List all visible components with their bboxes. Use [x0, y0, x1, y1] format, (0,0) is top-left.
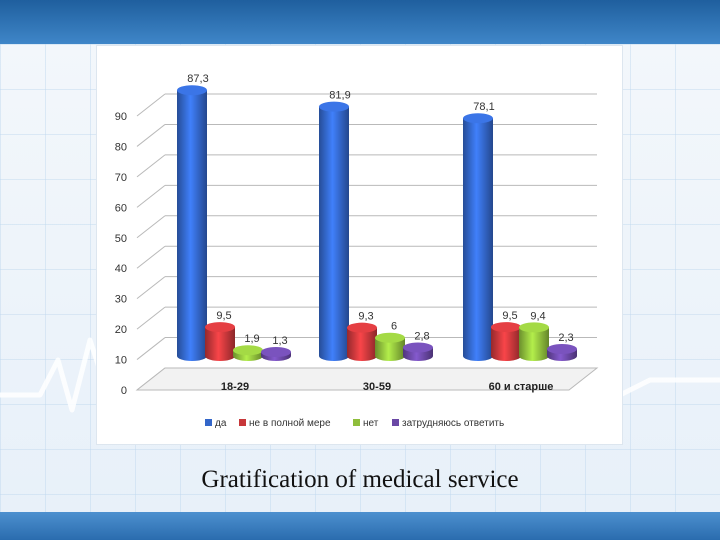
slide-footer-band [0, 512, 720, 540]
y-tick-label: 10 [115, 355, 127, 367]
y-tick-label: 50 [115, 233, 127, 245]
legend-swatch [205, 419, 212, 426]
y-tick-label: 30 [115, 294, 127, 306]
bar-top [403, 342, 433, 353]
legend-label: затрудняюсь ответить [402, 418, 504, 429]
bar-не в полной мере-18-29 [205, 322, 235, 361]
bar-да-30-59 [319, 101, 349, 361]
grid-lines [135, 93, 599, 391]
y-tick-label: 40 [115, 263, 127, 275]
bar-body [319, 106, 349, 361]
data-label: 9,4 [530, 310, 545, 322]
bar-chart: 0 10 20 30 40 50 60 70 80 90 87,3 9,5 1,9 1,3 81,9 9,3… [115, 73, 599, 429]
heartbeat-line-decoration [0, 337, 720, 413]
x-category-label: 18-29 [221, 381, 249, 393]
legend-label: да [215, 418, 227, 429]
bar-top [261, 347, 291, 358]
data-label: 2,8 [414, 330, 429, 342]
data-label: 9,5 [502, 310, 517, 322]
data-label: 2,3 [558, 332, 573, 344]
y-tick-label: 0 [121, 385, 127, 397]
y-tick-label: 80 [115, 141, 127, 153]
bar-нет-60 и старше [519, 322, 549, 361]
data-label: 78,1 [473, 101, 494, 113]
bar-top [233, 345, 263, 356]
bar-top [205, 322, 235, 333]
bar-body [463, 118, 493, 362]
bar-body [347, 327, 377, 361]
bar-затрудняюсь ответить-30-59 [403, 342, 433, 361]
chart-panel: 0 10 20 30 40 50 60 70 80 90 87,3 9,5 1,9 1,3 81,9 9,3… [97, 46, 622, 444]
gridline-side [136, 184, 166, 208]
bar-нет-18-29 [233, 345, 263, 361]
bar-body [177, 90, 207, 361]
data-label: 1,9 [244, 333, 259, 345]
bar-нет-30-59 [375, 332, 405, 361]
bar-не в полной мере-60 и старше [491, 322, 521, 361]
y-tick-label: 70 [115, 172, 127, 184]
data-labels: 87,3 9,5 1,9 1,3 81,9 9,3 6 2,8 78,1 9,5 9,4 2,3 [187, 73, 573, 347]
y-axis-ticks: 0 10 20 30 40 50 60 70 80 90 [115, 111, 127, 397]
gridline-side [136, 306, 166, 330]
bar-top [375, 332, 405, 343]
bar-body [491, 327, 521, 361]
bar-top [519, 322, 549, 333]
legend-swatch [239, 419, 246, 426]
gridline-side [136, 215, 166, 239]
data-label: 6 [391, 321, 397, 333]
legend-item: да [205, 418, 227, 429]
legend-swatch [353, 419, 360, 426]
gridline-side [136, 245, 166, 269]
y-tick-label: 20 [115, 324, 127, 336]
gridline-side [136, 337, 166, 360]
legend-label: нет [363, 418, 379, 429]
gridline-side [136, 276, 166, 300]
bar-top [347, 322, 377, 333]
data-label: 9,5 [216, 310, 231, 322]
x-axis-categories: 18-29 30-59 60 и старше [221, 381, 553, 393]
data-label: 87,3 [187, 73, 208, 85]
bar-top [319, 101, 349, 112]
bars [177, 85, 577, 362]
data-label: 81,9 [329, 90, 350, 102]
data-label: 9,3 [358, 311, 373, 323]
legend-item: не в полной мере [239, 418, 331, 429]
bar-top [491, 322, 521, 333]
gridline-side [136, 93, 166, 117]
slide-header-band [0, 0, 720, 44]
data-label: 1,3 [272, 335, 287, 347]
y-tick-label: 90 [115, 111, 127, 123]
bar-body [519, 327, 549, 361]
x-category-label: 60 и старше [489, 381, 554, 393]
legend-item: затрудняюсь ответить [392, 418, 504, 429]
chart-floor [135, 367, 599, 391]
legend-label: не в полной мере [249, 418, 331, 429]
slide-caption: Gratification of medical service [201, 466, 519, 493]
gridline-side [136, 154, 166, 178]
bar-top [463, 113, 493, 124]
bar-затрудняюсь ответить-60 и старше [547, 343, 577, 361]
legend-swatch [392, 419, 399, 426]
bar-да-60 и старше [463, 113, 493, 362]
bar-да-18-29 [177, 85, 207, 361]
gridline-side [136, 124, 166, 147]
y-tick-label: 60 [115, 202, 127, 214]
legend-item: нет [353, 418, 379, 429]
bar-body [375, 337, 405, 361]
bar-body [205, 327, 235, 361]
bar-top [177, 85, 207, 96]
bar-top [547, 343, 577, 354]
bar-не в полной мере-30-59 [347, 322, 377, 361]
bar-затрудняюсь ответить-18-29 [261, 347, 291, 361]
legend: да не в полной мере нет затрудняюсь ответит… [205, 418, 504, 429]
x-category-label: 30-59 [363, 381, 391, 393]
